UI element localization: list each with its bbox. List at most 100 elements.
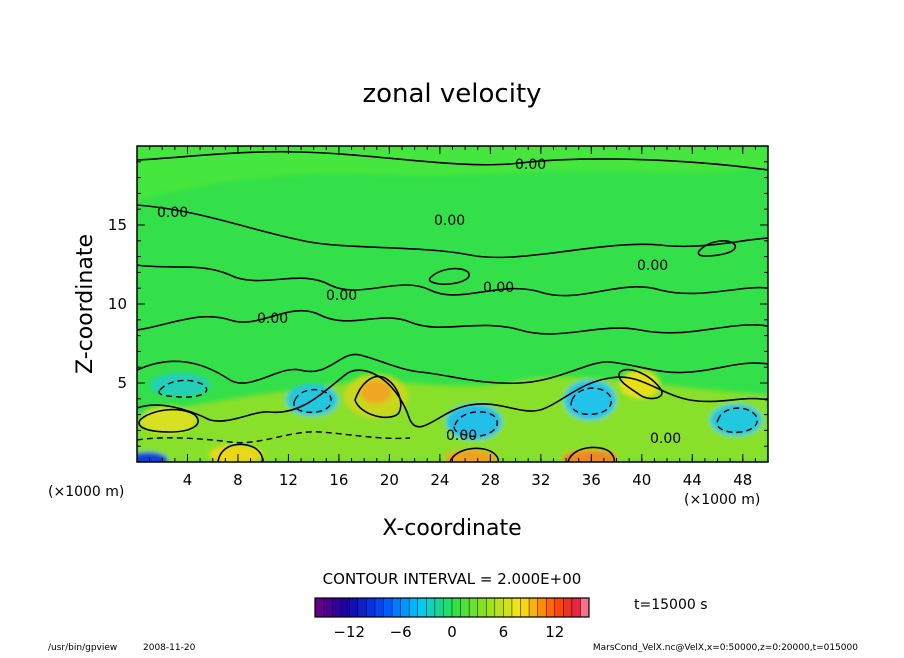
contour-line-negative <box>453 411 498 437</box>
colorbar-cell <box>383 598 393 617</box>
contour-line-negative <box>158 379 208 398</box>
y-tick-label: 15 <box>108 216 127 234</box>
colorbar-tick-label: 12 <box>545 623 564 641</box>
field-neg-6 <box>137 452 168 462</box>
dashed-contours <box>137 379 758 444</box>
colorbar-cell <box>357 598 367 617</box>
x-tick-label: 24 <box>430 471 449 489</box>
colorbar-cell <box>400 598 410 617</box>
field-core-6 <box>620 370 660 398</box>
colorbar-cell <box>417 598 427 617</box>
colorbar-cell <box>546 598 556 617</box>
x-tick-label: 28 <box>481 471 500 489</box>
colorbar-cell <box>580 598 590 617</box>
contour-label: 0.00 <box>257 311 288 327</box>
y-tick-label: 5 <box>117 374 127 392</box>
x-tick-label: 16 <box>329 471 348 489</box>
field-neg-3 <box>446 404 502 440</box>
colorbar-cell <box>426 598 436 617</box>
colorbar-cell <box>366 598 376 617</box>
colorbar-cell <box>554 598 564 617</box>
x-axis-title: X-coordinate <box>382 516 521 541</box>
colorbar-cell <box>520 598 530 617</box>
colorbar-cell <box>392 598 401 617</box>
contour-line <box>137 353 768 385</box>
contour-line <box>567 446 616 462</box>
colorbar-cell <box>434 598 444 617</box>
contour-line <box>137 204 768 259</box>
x-tick-label: 48 <box>733 471 752 489</box>
colorbar-cell <box>486 598 496 617</box>
colorbar-cell <box>460 598 470 617</box>
x-tick-label: 4 <box>183 471 193 489</box>
y-axis-title: Z-coordinate <box>73 234 98 374</box>
contour-line <box>137 369 768 428</box>
contour-label: 0.00 <box>650 431 681 447</box>
x-tick-labels: 4 8 12 16 20 24 28 32 36 40 44 48 <box>183 471 753 489</box>
contour-interval-text: CONTOUR INTERVAL = 2.000E+00 <box>323 570 582 588</box>
colorbar-cell <box>374 598 384 617</box>
contour-label: 0.00 <box>515 157 546 173</box>
contour-label: 0.00 <box>483 280 514 296</box>
colorbar-cell <box>494 598 504 617</box>
contour-label: 0.00 <box>157 205 188 221</box>
contour-labels: 0.00 0.00 0.00 0.00 0.00 0.00 0.00 0.00 … <box>157 157 681 447</box>
x-tick-label: 36 <box>582 471 601 489</box>
colorbar-cell <box>469 598 478 617</box>
colorbar-cell <box>537 598 547 617</box>
contour-line-negative <box>137 431 411 444</box>
colorbar-cell <box>477 598 487 617</box>
colorbar-frame <box>314 597 590 618</box>
chart-title: zonal velocity <box>362 79 541 109</box>
colorbar-cell <box>503 598 513 617</box>
colorbar-cell <box>511 598 521 617</box>
y-tick-labels: 5 10 15 <box>108 216 127 392</box>
contour-line <box>137 150 768 171</box>
contour-line <box>138 408 199 433</box>
colorbar-cell <box>443 598 453 617</box>
contour-line <box>618 368 663 400</box>
contour-lines <box>137 150 768 462</box>
contour-label: 0.00 <box>326 288 357 304</box>
x-tick-label: 40 <box>632 471 651 489</box>
colorbar-tick-label: 6 <box>499 623 509 641</box>
x-unit-label-right: (×1000 m) <box>684 492 760 508</box>
colorbar-cell <box>452 598 461 617</box>
footer-program: /usr/bin/gpview <box>48 643 117 653</box>
contour-line <box>137 309 768 335</box>
colorbar-cell <box>571 598 581 617</box>
contour-line-negative <box>716 407 758 434</box>
contour-label: 0.00 <box>434 213 465 229</box>
footer-date: 2008-11-20 <box>143 643 196 653</box>
colorbar-tick-label: 0 <box>447 623 457 641</box>
y-tick-marks <box>137 161 768 447</box>
colorbar-cell <box>409 598 419 617</box>
colorbar-cell <box>563 598 573 617</box>
x-unit-label-left: (×1000 m) <box>48 484 124 500</box>
colorbar-cell <box>323 598 333 617</box>
colorbar-tick-label: −12 <box>333 623 365 641</box>
plot-area <box>136 145 769 463</box>
colorbar-tick-label: −6 <box>390 623 412 641</box>
footer-source: MarsCond_VelX.nc@VelX,x=0:50000,z=0:2000… <box>593 643 858 653</box>
colorbar-cell <box>315 598 324 617</box>
y-tick-label: 10 <box>108 295 127 313</box>
field-core-3 <box>210 445 262 462</box>
x-tick-label: 8 <box>233 471 243 489</box>
x-tick-marks <box>149 146 756 462</box>
colorbar-cell <box>332 598 341 617</box>
colorbar-ticks: −12 −6 0 6 12 <box>333 623 564 641</box>
colorbar-cell <box>529 598 538 617</box>
x-tick-label: 32 <box>531 471 550 489</box>
x-tick-label: 20 <box>380 471 399 489</box>
colorbar: −12 −6 0 6 12 <box>314 597 590 641</box>
x-tick-label: 44 <box>683 471 702 489</box>
field-core-1-center <box>360 380 392 404</box>
contour-label: 0.00 <box>446 428 477 444</box>
time-label: t=15000 s <box>634 597 708 613</box>
contour-line <box>217 443 264 462</box>
contour-line <box>449 447 500 462</box>
field-neg-1 <box>150 373 210 397</box>
